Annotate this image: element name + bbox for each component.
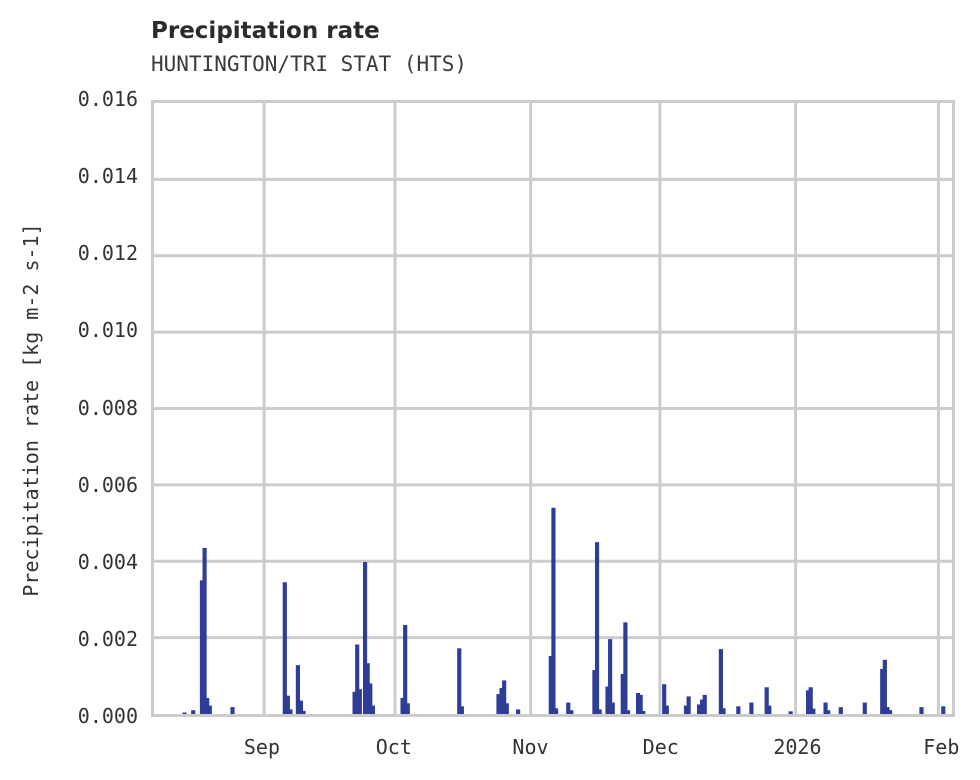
- bar: [700, 699, 705, 714]
- bar: [885, 707, 890, 714]
- bar: [736, 706, 741, 714]
- y-tick-label: 0.002: [77, 626, 138, 651]
- bar: [625, 710, 631, 714]
- x-tick-label: Feb: [923, 735, 960, 759]
- bar: [370, 705, 375, 714]
- bar: [696, 704, 702, 714]
- x-tick-label: Nov: [512, 735, 549, 759]
- y-tick-label: 0.004: [77, 549, 138, 574]
- y-tick-label: 0.012: [77, 241, 138, 266]
- bar: [207, 705, 212, 714]
- bar: [191, 710, 196, 714]
- bar: [882, 659, 887, 714]
- bar: [516, 709, 521, 714]
- bar: [718, 649, 723, 714]
- bar: [749, 702, 754, 714]
- bar: [605, 686, 610, 714]
- bar: [553, 708, 559, 714]
- bar: [230, 707, 235, 714]
- bar: [362, 562, 368, 714]
- bar: [887, 710, 893, 714]
- bar: [288, 709, 293, 714]
- bar: [638, 694, 643, 714]
- bar: [597, 709, 602, 714]
- bar: [459, 706, 464, 714]
- bar: [400, 697, 405, 714]
- bar: [457, 648, 462, 714]
- bar: [811, 708, 816, 714]
- bar: [862, 702, 867, 714]
- bar: [664, 705, 669, 714]
- bar: [199, 580, 205, 714]
- y-axis-tick-labels: 0.000 0.002 0.004 0.006 0.008 0.010 0.012 0.014…: [0, 0, 138, 780]
- bar: [808, 687, 813, 714]
- bar: [620, 673, 625, 714]
- bar: [623, 622, 628, 714]
- bar: [182, 712, 187, 714]
- bar: [662, 684, 667, 714]
- page-title: Precipitation rate: [151, 18, 380, 44]
- bar: [635, 692, 641, 714]
- bar: [403, 625, 408, 714]
- bar: [919, 707, 924, 714]
- y-tick-label: 0.000: [77, 704, 138, 728]
- chart-subtitle: HUNTINGTON/TRI STAT (HTS): [151, 52, 468, 76]
- x-tick-label: Sep: [243, 735, 280, 759]
- bar: [365, 663, 370, 714]
- bar: [686, 696, 691, 714]
- x-tick-label: 2026: [773, 735, 822, 759]
- bar: [880, 668, 885, 714]
- bar: [357, 689, 362, 714]
- bar: [683, 705, 689, 714]
- bar: [205, 697, 210, 714]
- bar: [368, 683, 373, 714]
- bar: [826, 710, 831, 714]
- bar: [764, 687, 769, 714]
- bar: [202, 547, 207, 714]
- y-tick-label: 0.008: [77, 395, 138, 420]
- bar: [405, 703, 410, 714]
- bar: [282, 582, 287, 714]
- y-tick-label: 0.016: [77, 87, 138, 111]
- x-tick-label: Dec: [642, 735, 679, 759]
- y-tick-label: 0.006: [77, 472, 138, 497]
- bar: [352, 691, 357, 714]
- bar: [823, 702, 828, 714]
- bar: [767, 705, 772, 714]
- bar: [499, 688, 504, 714]
- bar: [608, 639, 613, 714]
- bar: [551, 507, 556, 714]
- bar: [355, 644, 360, 714]
- bar: [721, 708, 726, 714]
- bar: [504, 703, 509, 714]
- bar: [496, 694, 501, 714]
- bar-series: [182, 507, 946, 714]
- bar: [594, 542, 600, 714]
- bar: [806, 690, 811, 714]
- bar: [702, 694, 707, 714]
- bar: [295, 665, 300, 714]
- bar: [569, 710, 574, 714]
- bar: [610, 702, 615, 714]
- bar: [502, 680, 507, 714]
- bar: [592, 670, 597, 714]
- y-tick-label: 0.010: [77, 318, 138, 343]
- bar: [838, 707, 843, 714]
- x-tick-label: Oct: [375, 735, 412, 759]
- bar: [548, 655, 553, 714]
- bar: [641, 710, 646, 714]
- y-tick-label: 0.014: [77, 164, 138, 189]
- bar: [566, 702, 571, 714]
- bar: [301, 710, 306, 714]
- bar: [285, 695, 290, 714]
- bar: [788, 711, 793, 714]
- bar: [298, 700, 304, 714]
- plot-area: [151, 100, 955, 717]
- bar: [941, 706, 946, 714]
